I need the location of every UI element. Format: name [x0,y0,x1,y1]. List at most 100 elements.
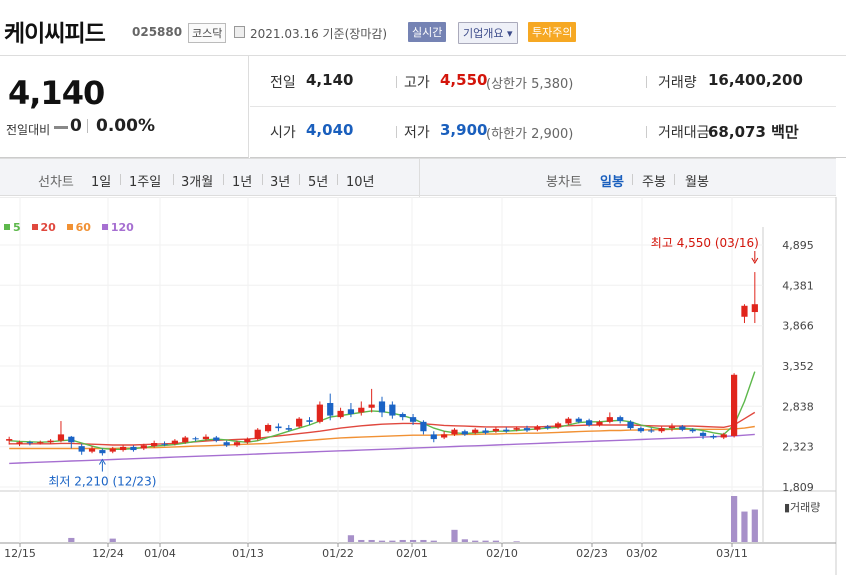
price-chart[interactable]: 5 20 60 120 4,895 4,381 3,866 3,352 2,838 2,3… [0,196,846,575]
candle-body [99,450,106,454]
investment-warning-badge[interactable]: 투자주의 [528,22,577,42]
candle-body [119,446,127,451]
candle-body [182,437,189,443]
tab-divider [173,174,174,185]
x-tick-label: 02/01 [396,547,428,560]
candle-body [68,436,75,443]
candle-body [213,437,220,441]
lower-limit: (하한가 2,900) [486,127,574,142]
tab-monthly[interactable]: 월봉 [685,175,709,190]
volume-bar [378,540,386,542]
candle-body [503,429,510,432]
high-arrow-head [751,257,759,264]
open-value: 4,040 [306,121,354,139]
low-label: 저가 [404,125,430,141]
candle-body [130,446,137,451]
candle-body [586,420,593,425]
candle-body [337,410,344,418]
candle-body [710,435,717,438]
x-tick-label: 01/22 [322,547,354,560]
change-amount: 0 [70,116,82,136]
legend-ma20: 20 [31,221,56,234]
line-chart-label: 선차트 [38,175,74,190]
volume-bar [482,540,489,542]
candle-body [6,439,13,441]
tab-weekly[interactable]: 주봉 [642,175,666,190]
candle-body [699,432,707,436]
candle-body [596,421,603,425]
tab-divider [262,174,263,185]
candle-body [482,430,489,433]
flat-change-icon [54,126,68,129]
candle-body [441,434,448,438]
tab-divider [632,174,633,185]
x-tick-label: 01/13 [232,547,264,560]
tab-1y[interactable]: 1년 [232,175,253,190]
amount-value: 68,073 백만 [708,123,799,141]
candle-body [223,442,230,446]
x-tick-label: 01/04 [144,547,176,560]
volume-bar [420,539,427,542]
candle-body [668,426,676,429]
candle-body [544,426,551,429]
candle-body [26,442,33,444]
stock-code: 025880 [132,25,183,39]
chart-period-tabs: 선차트 1일 1주일 3개월 1년 3년 5년 10년 봉차트 일봉 주봉 월봉 [0,158,836,197]
candle-body [741,305,748,317]
candle-body [171,440,178,444]
candle-body [617,417,624,422]
low-arrow-head [98,458,106,465]
candle-body [233,442,241,446]
candle-body [57,434,65,441]
high-annotation: 최고 4,550 (03/16) [651,236,759,250]
tab-1w[interactable]: 1주일 [129,175,162,190]
tab-divider [337,174,338,185]
ma120-line [9,433,755,465]
tab-1d[interactable]: 1일 [91,175,112,190]
prev-close-label: 전일 [270,75,296,91]
candle-body [140,445,147,449]
divider [646,126,647,138]
candle-body [161,443,168,445]
volume-bar [368,539,375,542]
candlestick-chart[interactable]: 4,895 4,381 3,866 3,352 2,838 2,323 1,809 12/15… [0,196,846,575]
low-value: 3,900 [440,121,488,139]
candle-body [47,440,54,443]
amount-label: 거래대금 [658,125,710,141]
low-annotation: 최저 2,210 (12/23) [48,475,156,489]
candle-body [627,421,634,429]
tab-divider [299,174,300,185]
volume-bar [451,529,458,542]
volume-bar [741,511,748,542]
candle-body [389,404,396,416]
realtime-button[interactable]: 실시간 [408,22,447,42]
volume-bar [461,539,468,542]
candle-body [109,448,116,452]
candle-body [378,401,386,413]
tab-3m[interactable]: 3개월 [181,175,214,190]
stock-header: 케이씨피드 025880 코스닥 2021.03.16 기준(장마감) 실시간 … [0,0,846,56]
tab-10y[interactable]: 10년 [346,175,375,190]
candle-body [689,429,696,432]
divider [87,119,88,133]
volume-bar [358,539,365,542]
candle-body [513,428,520,430]
divider [396,126,397,138]
candle-body [606,417,613,422]
tab-daily[interactable]: 일봉 [600,175,624,190]
tab-5y[interactable]: 5년 [308,175,329,190]
candle-body [347,409,355,414]
volume-bar [399,539,406,542]
tab-3y[interactable]: 3년 [270,175,291,190]
candle-body [751,304,758,313]
candle-body [461,431,468,435]
y-tick-label: 3,352 [782,360,814,373]
y-tick-label: 3,866 [782,320,814,333]
candle-body [554,423,562,428]
volume-label: 거래량 [658,75,697,91]
candle-body [451,429,458,435]
volume-bar [68,537,75,542]
candle-body [430,434,437,440]
candle-body [264,424,272,432]
company-overview-button[interactable]: 기업개요 ▾ [458,22,518,44]
